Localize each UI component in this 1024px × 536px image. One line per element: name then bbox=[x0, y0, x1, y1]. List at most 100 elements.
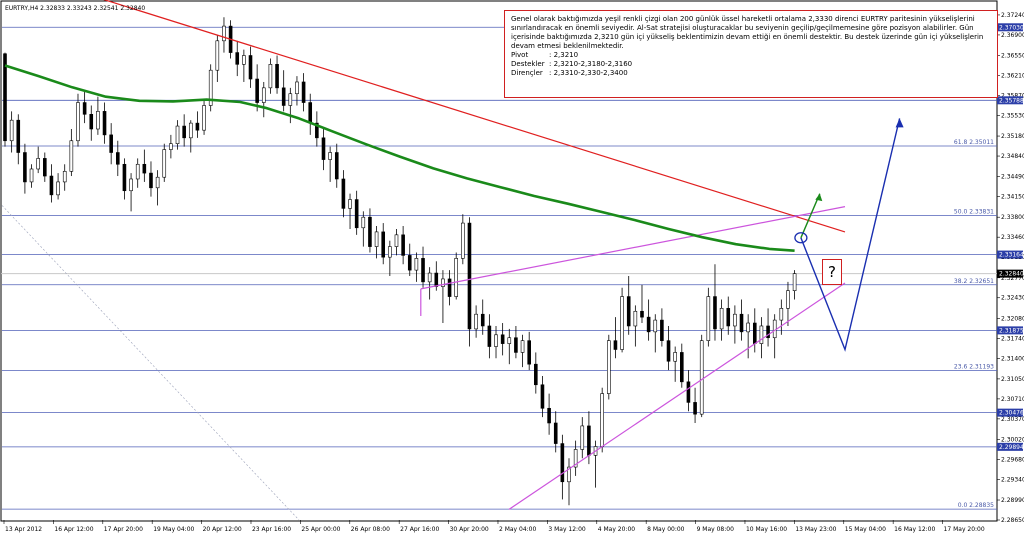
candlestick-series bbox=[3, 17, 797, 506]
candle-body bbox=[162, 149, 167, 178]
candle-body bbox=[3, 53, 7, 142]
candle-body bbox=[76, 102, 80, 142]
dotted-guide-line bbox=[1, 205, 300, 521]
candle-body bbox=[208, 69, 213, 106]
time-axis: 13 Apr 2012 16 Apr 12:00 17 Apr 20:00 19 Ma… bbox=[3, 520, 985, 533]
candle-body bbox=[321, 137, 326, 160]
x-tick-label: 26 Apr 08:00 bbox=[351, 526, 390, 533]
candle-body bbox=[507, 337, 512, 344]
candle-body bbox=[666, 340, 671, 362]
candle-body bbox=[222, 25, 226, 42]
x-tick-label: 13 Apr 2012 bbox=[5, 526, 42, 533]
candle-body bbox=[733, 313, 737, 327]
fib-label: 50.0 2.33831 bbox=[954, 208, 994, 215]
candle-body bbox=[175, 125, 180, 145]
x-tick-label: 23 Apr 16:00 bbox=[252, 526, 291, 533]
bullish-arrow-line bbox=[800, 193, 821, 239]
y-tick-label: 2.30370 bbox=[1001, 416, 1024, 423]
candle-body bbox=[626, 296, 631, 327]
candle-body bbox=[381, 231, 386, 258]
y-tick-label: 2.31050 bbox=[1001, 376, 1024, 383]
y-tick-label: 2.35180 bbox=[1001, 133, 1024, 140]
y-tick-label: 2.30020 bbox=[1001, 436, 1024, 443]
candle-body bbox=[142, 163, 147, 174]
fib-label: 61.8 2.35011 bbox=[954, 139, 994, 146]
candle-body bbox=[188, 122, 193, 139]
bullish-arrowhead bbox=[815, 193, 823, 202]
candle-body bbox=[514, 337, 518, 353]
candle-body bbox=[646, 316, 651, 333]
y-tick-label: 2.29680 bbox=[1001, 456, 1024, 463]
projection-arrowhead bbox=[895, 118, 904, 128]
support-label: Destekler bbox=[511, 60, 545, 68]
y-tick-label: 2.32770 bbox=[1001, 275, 1024, 282]
candle-body bbox=[169, 143, 173, 150]
x-tick-label: 16 Apr 12:00 bbox=[54, 526, 93, 533]
candle-body bbox=[441, 278, 445, 287]
x-tick-label: 25 Apr 00:00 bbox=[301, 526, 340, 533]
candle-body bbox=[89, 114, 94, 130]
x-tick-label: 16 May 12:00 bbox=[894, 526, 935, 533]
candle-body bbox=[368, 216, 372, 247]
candle-body bbox=[29, 168, 34, 183]
candle-body bbox=[706, 296, 711, 341]
y-tick-label: 2.28650 bbox=[1001, 517, 1024, 524]
candle-body bbox=[348, 199, 352, 209]
y-tick-label: 2.36900 bbox=[1001, 32, 1024, 39]
candle-body bbox=[752, 322, 757, 344]
candle-body bbox=[726, 308, 731, 327]
y-tick-label: 2.31400 bbox=[1001, 355, 1024, 362]
level-tag-label: 2.30476 bbox=[999, 410, 1024, 417]
candle-body bbox=[772, 319, 777, 339]
candle-body bbox=[102, 111, 107, 136]
resistance-row: Dirençler: 2,3310-2,330-2,3400 bbox=[511, 69, 991, 78]
y-tick-label: 2.31740 bbox=[1001, 335, 1024, 342]
candle-body bbox=[792, 273, 797, 291]
candle-body bbox=[494, 334, 498, 347]
touch-point-circle bbox=[794, 232, 808, 244]
candle-body bbox=[295, 81, 299, 95]
support-value: : 2,3210-2,3180-2,3160 bbox=[549, 60, 633, 68]
candle-body bbox=[527, 340, 531, 365]
candle-body bbox=[82, 102, 87, 115]
candle-body bbox=[56, 181, 60, 196]
candle-body bbox=[447, 278, 452, 297]
candle-body bbox=[434, 272, 439, 287]
x-tick-label: 15 May 04:00 bbox=[845, 526, 886, 533]
ema200-line bbox=[4, 64, 795, 252]
candle-body bbox=[766, 325, 770, 339]
y-tick-label: 2.35870 bbox=[1001, 92, 1024, 99]
level-tag-box bbox=[997, 442, 1023, 451]
candle-body bbox=[315, 122, 319, 139]
level-tag-box bbox=[997, 250, 1023, 259]
candle-body bbox=[49, 175, 54, 196]
candle-body bbox=[16, 119, 21, 153]
candle-body bbox=[23, 152, 27, 183]
candle-body bbox=[786, 290, 790, 309]
candle-body bbox=[739, 313, 744, 333]
candle-body bbox=[480, 313, 485, 327]
candle-body bbox=[454, 258, 459, 297]
x-tick-label: 27 Apr 16:00 bbox=[400, 526, 439, 533]
candle-body bbox=[261, 87, 266, 103]
x-tick-label: 2 May 04:00 bbox=[499, 526, 537, 533]
candle-body bbox=[660, 319, 664, 341]
candle-body bbox=[580, 425, 585, 450]
symbol-header: EURTRY,H4 2.32833 2.33243 2.32541 2.3284… bbox=[5, 5, 145, 12]
y-tick-label: 2.36210 bbox=[1001, 72, 1024, 79]
plot-border bbox=[0, 0, 998, 522]
candle-body bbox=[467, 222, 472, 330]
x-tick-label: 17 May 20:00 bbox=[944, 526, 985, 533]
candle-body bbox=[129, 178, 133, 192]
x-tick-label: 3 May 12:00 bbox=[548, 526, 586, 533]
candle-body bbox=[354, 199, 359, 229]
y-tick-label: 2.33800 bbox=[1001, 214, 1024, 221]
candle-body bbox=[686, 381, 691, 403]
candle-body bbox=[96, 111, 100, 130]
candle-body bbox=[288, 93, 293, 106]
candle-body bbox=[414, 258, 419, 271]
candle-body bbox=[673, 352, 677, 362]
support-row: Destekler : 2,3210-2,3180-2,3160 bbox=[511, 60, 991, 69]
candle-body bbox=[553, 422, 558, 444]
